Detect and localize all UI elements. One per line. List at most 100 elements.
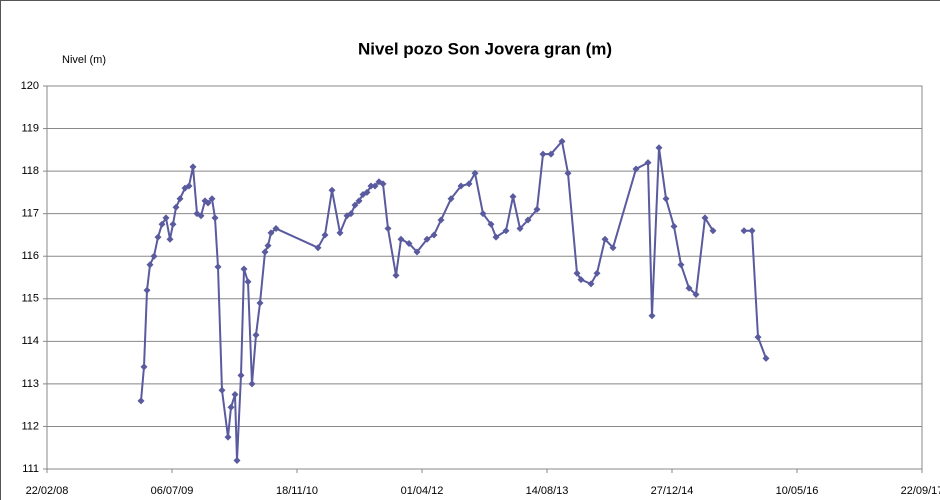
data-point (677, 261, 685, 269)
y-tick-label: 114 (21, 335, 39, 347)
data-point (328, 186, 336, 194)
data-point (371, 182, 379, 190)
data-point (204, 199, 212, 207)
data-point (685, 284, 693, 292)
data-point (392, 271, 400, 279)
data-point (740, 227, 748, 235)
y-tick-label: 117 (21, 208, 39, 220)
data-point (492, 233, 500, 241)
data-point (709, 227, 717, 235)
data-point (197, 212, 205, 220)
y-tick-label: 111 (22, 463, 39, 475)
data-point (516, 225, 524, 233)
data-point (189, 163, 197, 171)
data-point (701, 214, 709, 222)
data-point (692, 291, 700, 299)
data-point (267, 229, 275, 237)
x-tick-label: 22/09/17 (901, 485, 940, 497)
data-point (261, 248, 269, 256)
x-tick-label: 06/07/09 (151, 485, 194, 497)
data-point (502, 227, 510, 235)
plot-area (46, 85, 923, 470)
data-point (437, 216, 445, 224)
data-point (573, 269, 581, 277)
data-point (430, 231, 438, 239)
data-point (154, 233, 162, 241)
data-point (465, 180, 473, 188)
data-point (166, 235, 174, 243)
data-point (146, 261, 154, 269)
data-point (384, 225, 392, 233)
data-point (158, 220, 166, 228)
data-point (150, 252, 158, 260)
data-point (662, 195, 670, 203)
series-line (744, 229, 767, 359)
data-point (487, 220, 495, 228)
data-point (355, 197, 363, 205)
data-point (648, 312, 656, 320)
y-tick-label: 119 (21, 122, 39, 134)
data-point (632, 165, 640, 173)
data-point (321, 231, 329, 239)
data-point (162, 214, 170, 222)
data-point (351, 201, 359, 209)
data-point (457, 182, 465, 190)
data-point (363, 188, 371, 196)
x-tick-label: 27/12/14 (651, 485, 694, 497)
data-point (336, 229, 344, 237)
y-tick-label: 120 (21, 80, 39, 92)
data-point (214, 263, 222, 271)
data-point (762, 354, 770, 362)
data-point (670, 222, 678, 230)
data-point (227, 403, 235, 411)
data-point (558, 137, 566, 145)
y-tick-label: 113 (21, 378, 39, 390)
data-point (405, 239, 413, 247)
data-point (587, 280, 595, 288)
data-point (367, 182, 375, 190)
data-point (471, 169, 479, 177)
y-tick-label: 116 (21, 250, 39, 262)
data-point (655, 144, 663, 152)
data-point (185, 182, 193, 190)
data-point (379, 180, 387, 188)
data-point (218, 386, 226, 394)
data-point (140, 363, 148, 371)
data-point (748, 227, 756, 235)
data-point (314, 244, 322, 252)
data-point (237, 371, 245, 379)
data-point (413, 248, 421, 256)
y-axis-label: Nivel (m) (62, 54, 106, 66)
data-point (509, 193, 517, 201)
data-point (397, 235, 405, 243)
data-point (169, 220, 177, 228)
data-point (601, 235, 609, 243)
data-point (176, 195, 184, 203)
x-tick-label: 22/02/08 (26, 485, 69, 497)
data-point (533, 205, 541, 213)
data-point (172, 203, 180, 211)
data-point (547, 150, 555, 158)
data-point (137, 397, 145, 405)
data-point (609, 244, 617, 252)
data-point (256, 299, 264, 307)
x-tick-label: 01/04/12 (401, 485, 444, 497)
data-point (754, 333, 762, 341)
data-point (593, 269, 601, 277)
data-point (577, 276, 585, 284)
data-point (539, 150, 547, 158)
data-point (564, 169, 572, 177)
data-point (264, 242, 272, 250)
data-point (224, 433, 232, 441)
data-point (233, 456, 241, 464)
data-point (244, 278, 252, 286)
x-tick-label: 18/11/10 (276, 485, 318, 497)
data-point (252, 331, 260, 339)
data-point (248, 380, 256, 388)
y-tick-label: 115 (21, 293, 39, 305)
data-point (272, 225, 280, 233)
data-point (644, 159, 652, 167)
data-point (231, 391, 239, 399)
